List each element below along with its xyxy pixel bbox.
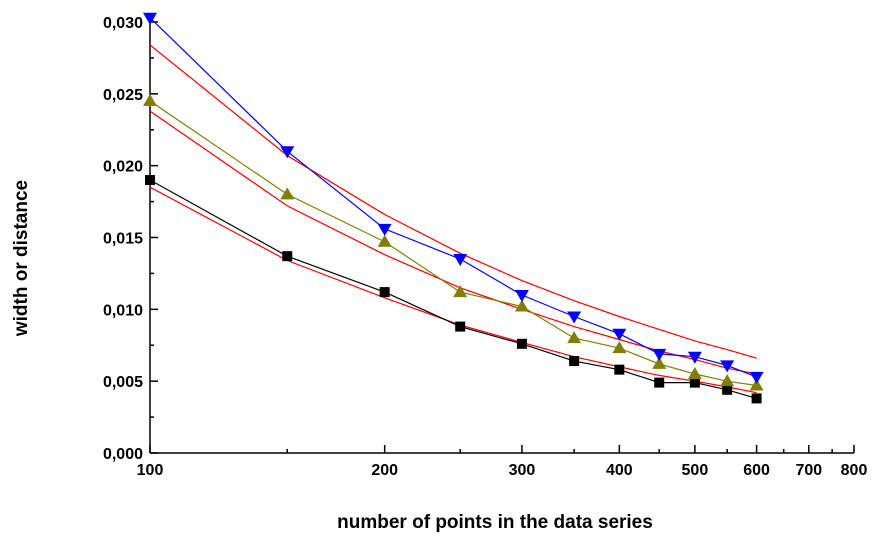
fit-curve: [150, 110, 757, 375]
data-series: [150, 17, 757, 399]
series-line: [150, 100, 757, 387]
fit-curve: [150, 186, 757, 394]
triangle-up-marker: [652, 356, 667, 369]
square-marker: [654, 377, 665, 388]
y-tick-label: 0,000: [103, 446, 143, 463]
triangle-up-marker: [143, 94, 157, 107]
x-axis-title: number of points in the data series: [337, 512, 653, 533]
triangle-up-marker: [687, 366, 702, 379]
y-tick-label: 0,010: [103, 302, 143, 319]
square-marker: [614, 364, 625, 375]
triangle-up-marker: [280, 187, 295, 200]
triangle-up-marker: [514, 299, 529, 312]
square-marker: [516, 338, 527, 349]
triangle-up-marker: [612, 341, 627, 354]
triangle-down-marker: [612, 328, 627, 341]
triangle-up-marker: [749, 378, 764, 391]
triangle-down-marker: [749, 371, 764, 384]
y-tick-label: 0,025: [103, 87, 143, 104]
y-tick-label: 0,005: [103, 374, 143, 391]
x-tick-label: 600: [743, 462, 770, 479]
y-tick-label: 0,020: [103, 159, 143, 176]
square-marker: [282, 251, 293, 262]
fit-curve: [150, 44, 757, 359]
y-tick-label: 0,015: [103, 231, 143, 248]
triangle-down-marker: [143, 12, 157, 25]
triangle-up-marker: [377, 234, 392, 247]
triangle-down-marker: [567, 311, 582, 324]
triangle-down-marker: [453, 254, 468, 267]
triangle-down-marker: [652, 348, 667, 361]
square-marker: [455, 321, 466, 332]
axes: [149, 22, 854, 454]
triangle-up-marker: [567, 331, 582, 344]
tick-marks: [149, 21, 855, 454]
x-tick-label: 700: [795, 462, 822, 479]
triangle-down-marker: [514, 289, 529, 302]
x-tick-label: 100: [137, 462, 164, 479]
data-markers: [143, 12, 764, 404]
tick-labels: 0,000 0,005 0,010 0,015 0,020 0,025 0,030 100 20…: [103, 15, 867, 479]
y-axis-title: width or distance: [11, 180, 32, 337]
square-marker: [379, 287, 390, 298]
fit-curves: [150, 44, 757, 394]
x-tick-label: 800: [841, 462, 868, 479]
triangle-up-marker: [453, 285, 468, 298]
square-marker: [145, 175, 155, 186]
x-tick-label: 400: [606, 462, 633, 479]
square-marker: [722, 384, 733, 395]
triangle-down-marker: [720, 360, 735, 373]
triangle-down-marker: [280, 146, 295, 159]
square-marker: [689, 377, 700, 388]
x-tick-label: 500: [682, 462, 709, 479]
y-tick-label: 0,030: [103, 15, 143, 32]
triangle-up-marker: [720, 374, 735, 387]
triangle-down-marker: [687, 351, 702, 364]
square-marker: [569, 356, 580, 367]
square-marker: [751, 393, 762, 404]
x-tick-label: 200: [371, 462, 398, 479]
x-tick-label: 300: [509, 462, 536, 479]
triangle-down-marker: [377, 223, 392, 236]
